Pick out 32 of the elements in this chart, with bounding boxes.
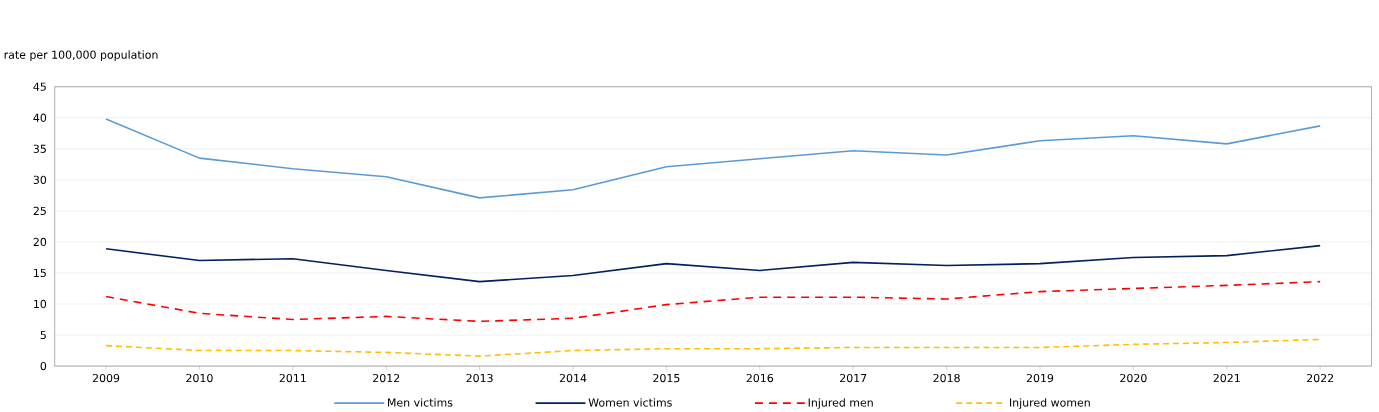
legend-label: Injured men	[808, 398, 873, 409]
x-tick-label: 2019	[1026, 373, 1054, 383]
y-tick-label: 30	[33, 175, 47, 184]
legend-label: Women victims	[588, 398, 672, 407]
x-tick-label: 2013	[466, 373, 493, 383]
x-tick-label: 2011	[279, 373, 306, 383]
x-tick-label: 2009	[92, 373, 120, 383]
x-tick-label: 2022	[1307, 373, 1334, 383]
line-series	[105, 280, 1321, 323]
x-tick-label: 2016	[746, 373, 774, 383]
y-tick-label: 0	[40, 361, 47, 371]
y-tick-label: 45	[33, 82, 46, 91]
legend-label: Injured women	[1010, 398, 1090, 409]
x-tick-label: 2021	[1213, 373, 1240, 383]
y-tick-label: 35	[33, 144, 46, 153]
y-tick-label: 25	[33, 206, 46, 215]
y-tick-label: 10	[34, 299, 47, 309]
legend-label: Men victims	[388, 398, 453, 407]
x-tick-label: 2010	[186, 373, 213, 383]
x-tick-label: 2012	[373, 373, 400, 383]
y-tick-label: 5	[40, 330, 46, 340]
x-tick-label: 2018	[933, 373, 960, 383]
x-tick-label: 2017	[840, 373, 867, 383]
y-axis-title: rate per 100,000 population	[4, 50, 158, 61]
x-tick-label: 2020	[1120, 373, 1147, 383]
y-tick-label: 15	[34, 268, 46, 277]
y-tick-label: 40	[33, 113, 47, 122]
line-series	[105, 244, 1321, 283]
x-tick-label: 2015	[653, 373, 680, 383]
x-tick-label: 2014	[559, 373, 587, 383]
line-series	[105, 118, 1321, 199]
y-tick-label: 20	[33, 237, 47, 247]
